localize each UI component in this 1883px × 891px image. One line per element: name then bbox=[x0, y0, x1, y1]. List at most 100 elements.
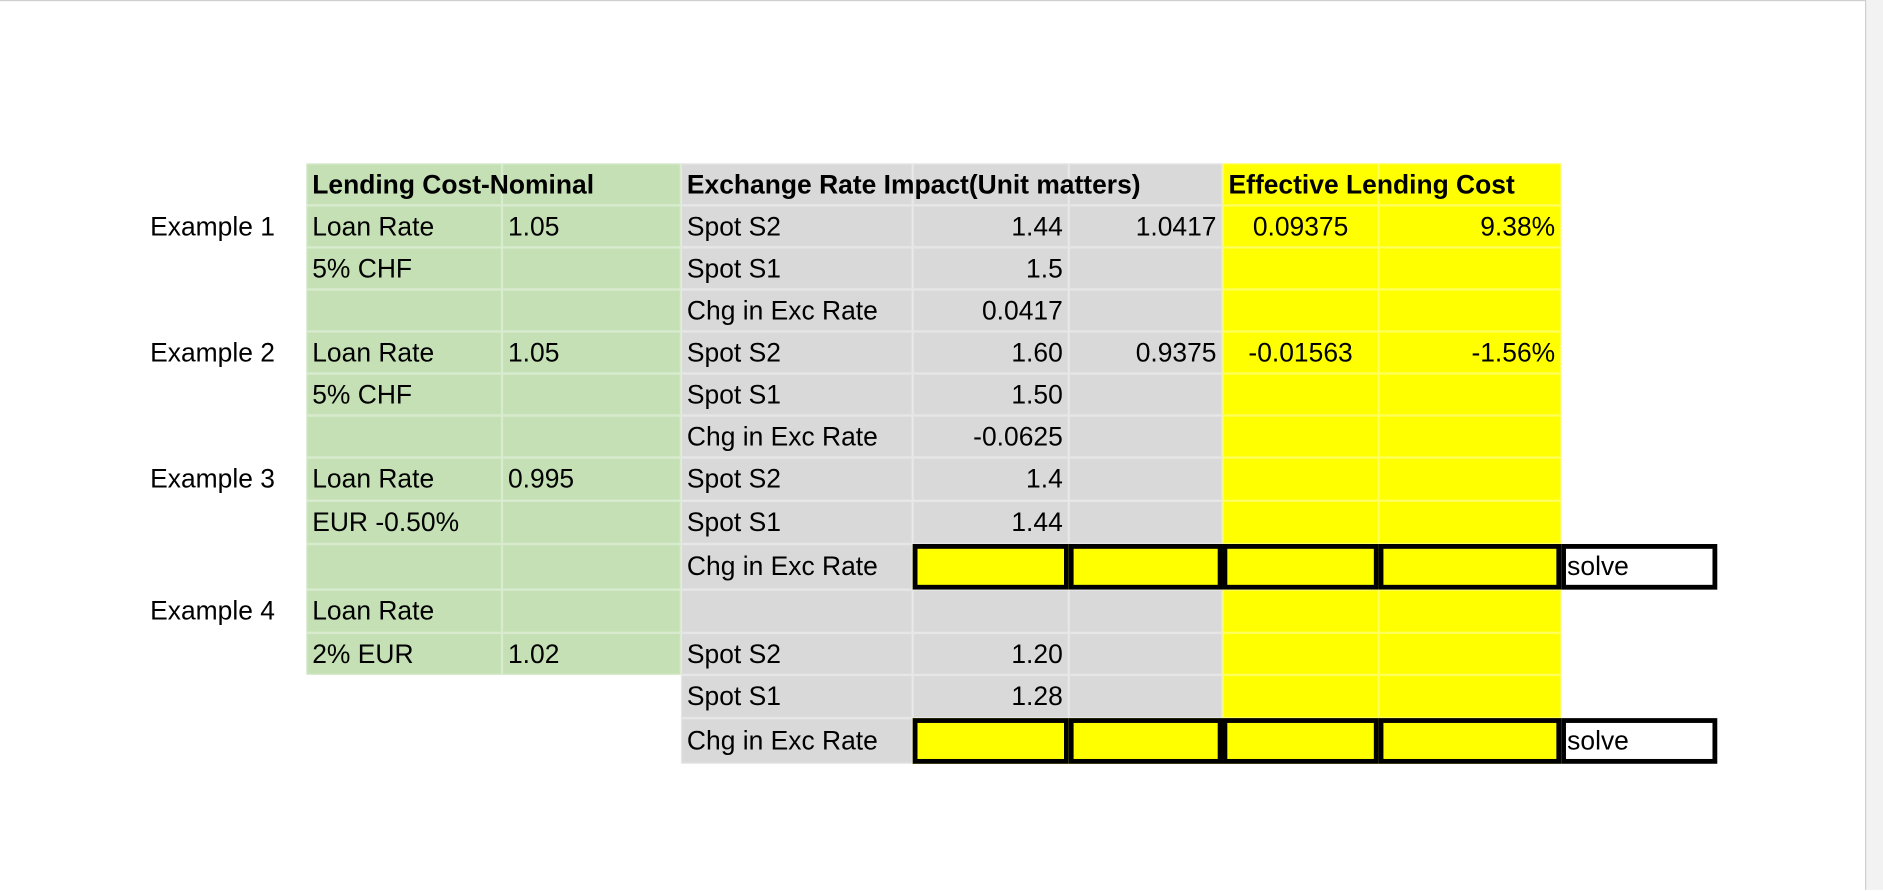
cell-fill bbox=[1068, 331, 1223, 374]
cell-fill bbox=[306, 457, 502, 501]
cell-fill bbox=[501, 205, 681, 248]
cell-fill bbox=[1378, 457, 1562, 501]
cell-fill bbox=[1378, 632, 1562, 675]
row-label: Example 1 bbox=[150, 210, 275, 241]
cell-text: Spot S2 bbox=[686, 463, 781, 494]
cell-fill bbox=[501, 373, 681, 416]
input-cell bbox=[1378, 544, 1562, 590]
cell-text: 0.0417 bbox=[981, 294, 1063, 325]
cell-fill bbox=[680, 373, 913, 416]
cell-fill bbox=[912, 247, 1069, 290]
cell-fill bbox=[306, 205, 502, 248]
cell-text: Chg in Exc Rate bbox=[686, 551, 878, 582]
cell-text: 0.09375 bbox=[1252, 210, 1349, 241]
cell-fill bbox=[912, 373, 1069, 416]
cell-fill bbox=[1378, 589, 1562, 633]
cell-text: 1.44 bbox=[1011, 506, 1063, 537]
cell-fill bbox=[1068, 247, 1223, 290]
cell-fill bbox=[912, 674, 1069, 719]
cell-fill bbox=[306, 331, 502, 374]
cell-text: 1.60 bbox=[1011, 336, 1063, 367]
cell-fill bbox=[1378, 289, 1562, 332]
cell-text: -1.56% bbox=[1471, 336, 1556, 367]
cell-text: Chg in Exc Rate bbox=[686, 294, 878, 325]
cell-fill bbox=[680, 205, 913, 248]
cell-fill bbox=[1068, 373, 1223, 416]
cell-fill bbox=[912, 163, 1069, 206]
cell-text: Spot S2 bbox=[686, 638, 781, 669]
cell-fill bbox=[912, 500, 1069, 545]
cell-text: 1.20 bbox=[1011, 638, 1063, 669]
cell-text: Spot S2 bbox=[686, 210, 781, 241]
cell-fill bbox=[1222, 415, 1379, 458]
cell-fill bbox=[1068, 589, 1223, 633]
cell-text: 1.28 bbox=[1011, 680, 1063, 711]
cell-fill bbox=[1222, 247, 1379, 290]
cell-fill bbox=[1068, 163, 1223, 206]
cell-text: 5% CHF bbox=[312, 378, 413, 409]
input-cell bbox=[1378, 718, 1562, 764]
cell-fill bbox=[680, 674, 913, 719]
cell-fill bbox=[1378, 331, 1562, 374]
cell-fill bbox=[912, 289, 1069, 332]
cell-fill bbox=[912, 589, 1069, 633]
cell-fill bbox=[306, 289, 502, 332]
header-label: Exchange Rate Impact(Unit matters) bbox=[686, 168, 1141, 199]
cell-fill bbox=[501, 247, 681, 290]
cell-fill bbox=[680, 289, 913, 332]
cell-fill bbox=[1068, 632, 1223, 675]
cell-fill bbox=[680, 331, 913, 374]
cell-fill bbox=[680, 632, 913, 675]
header-label: Effective Lending Cost bbox=[1228, 168, 1515, 199]
cell-fill bbox=[912, 331, 1069, 374]
cell-text: Spot S1 bbox=[686, 252, 781, 283]
cell-text: Spot S1 bbox=[686, 378, 781, 409]
input-cell bbox=[1561, 544, 1718, 590]
cell-fill bbox=[680, 544, 913, 590]
cell-fill bbox=[501, 163, 681, 206]
cell-fill bbox=[1068, 674, 1223, 719]
cell-text: Loan Rate bbox=[312, 463, 435, 494]
input-cell bbox=[1068, 544, 1223, 590]
cell-fill bbox=[1222, 163, 1379, 206]
cell-fill bbox=[501, 632, 681, 675]
cell-text: EUR -0.50% bbox=[312, 506, 460, 537]
input-cell bbox=[912, 718, 1069, 764]
cell-text: Loan Rate bbox=[312, 336, 435, 367]
cell-fill bbox=[1222, 457, 1379, 501]
cell-fill bbox=[1222, 589, 1379, 633]
cell-text: Chg in Exc Rate bbox=[686, 420, 878, 451]
input-cell bbox=[912, 544, 1069, 590]
cell-fill bbox=[1222, 289, 1379, 332]
cell-fill bbox=[501, 544, 681, 590]
cell-fill bbox=[912, 415, 1069, 458]
cell-text: 1.5 bbox=[1026, 252, 1063, 283]
cell-fill bbox=[1378, 373, 1562, 416]
cell-fill bbox=[501, 415, 681, 458]
cell-fill bbox=[306, 632, 502, 675]
cell-fill bbox=[680, 589, 913, 633]
cell-text: Chg in Exc Rate bbox=[686, 725, 878, 756]
cell-text: 2% EUR bbox=[312, 638, 414, 669]
side-strip bbox=[1864, 0, 1883, 890]
cell-text: 1.05 bbox=[507, 210, 560, 241]
cell-fill bbox=[501, 331, 681, 374]
cell-fill bbox=[1222, 373, 1379, 416]
cell-fill bbox=[1378, 163, 1562, 206]
cell-text: -0.01563 bbox=[1248, 336, 1353, 367]
cell-fill bbox=[501, 500, 681, 545]
cell-fill bbox=[306, 373, 502, 416]
cell-fill bbox=[1378, 415, 1562, 458]
cell-text: 0.9375 bbox=[1135, 336, 1217, 367]
input-cell bbox=[1222, 718, 1379, 764]
top-border bbox=[0, 0, 1883, 2]
cell-fill bbox=[306, 415, 502, 458]
cell-text: 0.995 bbox=[507, 463, 575, 494]
cell-fill bbox=[1068, 500, 1223, 545]
cell-text: 5% CHF bbox=[312, 252, 413, 283]
cell-fill bbox=[1378, 205, 1562, 248]
cell-fill bbox=[1222, 500, 1379, 545]
cell-fill bbox=[1378, 247, 1562, 290]
cell-text: Spot S1 bbox=[686, 680, 781, 711]
